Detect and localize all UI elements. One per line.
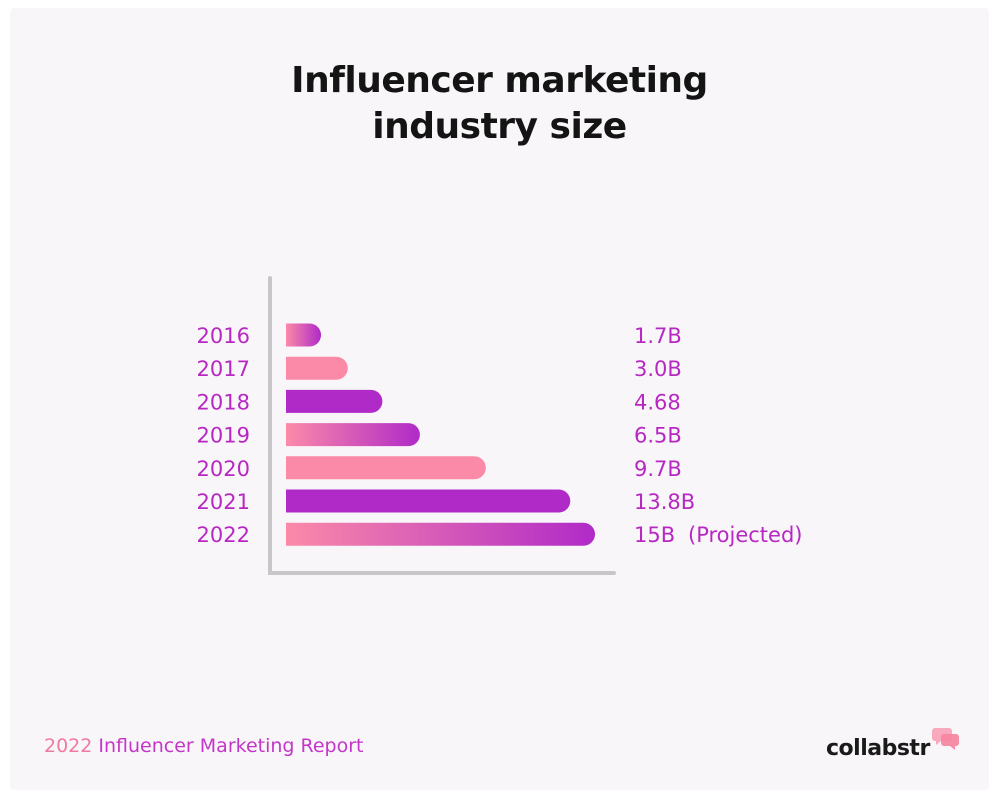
value-label-2022: 15B xyxy=(634,523,675,547)
chart-card xyxy=(10,8,989,790)
logo-text: collabstr xyxy=(826,735,930,761)
value-labels: 1.7B 3.0B 4.68 6.5B 9.7B 13.8B 15B (Projected) xyxy=(634,324,803,547)
category-label-2016: 2016 xyxy=(197,324,250,348)
footer-label: Influencer Marketing Report xyxy=(98,735,364,757)
value-label-2017: 3.0B xyxy=(634,357,682,381)
annotation-2022: (Projected) xyxy=(688,523,803,547)
chart-title-line-1: Influencer marketing xyxy=(291,60,708,101)
footer-year: 2022 xyxy=(44,735,93,757)
chart-axes xyxy=(268,276,616,575)
bar-2020 xyxy=(286,456,486,480)
value-label-2019: 6.5B xyxy=(634,424,682,448)
value-label-2021: 13.8B xyxy=(634,490,695,514)
bar-2019 xyxy=(286,423,420,447)
bar-2018 xyxy=(286,389,383,413)
bar-2022 xyxy=(286,522,595,546)
bar-2021 xyxy=(286,489,571,513)
footer-report-title: 2022 Influencer Marketing Report xyxy=(44,735,364,757)
category-label-2017: 2017 xyxy=(197,357,250,381)
category-labels: 2016 2017 2018 2019 2020 2021 2022 xyxy=(197,324,250,547)
chart-title: Influencer marketing industry size xyxy=(0,58,999,150)
value-label-2018: 4.68 xyxy=(634,390,681,414)
value-label-2016: 1.7B xyxy=(634,324,682,348)
category-label-2019: 2019 xyxy=(197,424,250,448)
value-label-2020: 9.7B xyxy=(634,457,682,481)
category-label-2020: 2020 xyxy=(197,457,250,481)
bar-2017 xyxy=(286,356,348,380)
speech-bubbles-icon xyxy=(931,728,959,750)
chart-title-line-2: industry size xyxy=(372,106,627,147)
collabstr-logo: collabstr xyxy=(826,728,961,768)
category-label-2021: 2021 xyxy=(197,490,250,514)
bar-2016 xyxy=(286,323,322,347)
category-label-2018: 2018 xyxy=(197,390,250,414)
category-label-2022: 2022 xyxy=(197,523,250,547)
bar-group xyxy=(286,323,595,546)
